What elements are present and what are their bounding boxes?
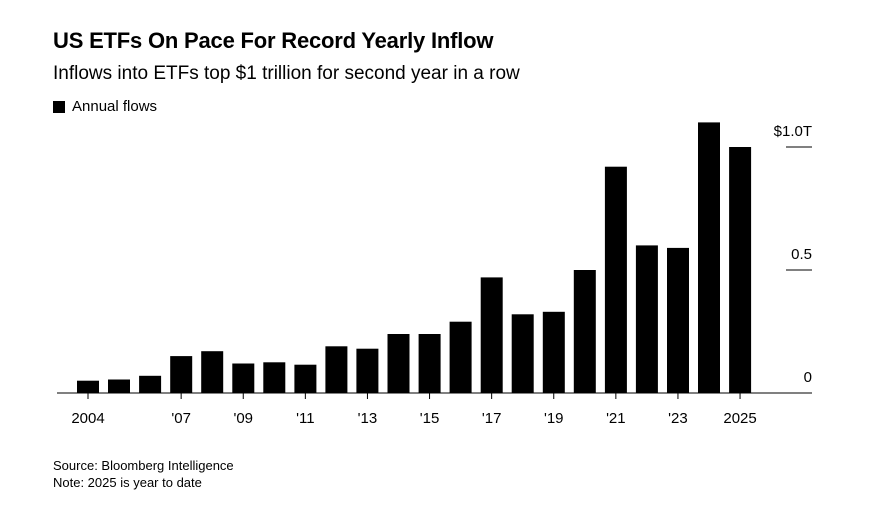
bar-2017 <box>480 277 503 393</box>
y-tick-label-0: 0 <box>804 369 812 386</box>
chart-title: US ETFs On Pace For Record Yearly Inflow <box>53 28 494 53</box>
bar-2009 <box>232 363 255 393</box>
bar-2022 <box>635 245 658 393</box>
bar-2010 <box>263 362 286 394</box>
bar-2008 <box>201 351 224 393</box>
x-tick-label-2025: 2025 <box>723 410 756 427</box>
legend-label: Annual flows <box>72 98 158 115</box>
x-tick-label-2004: 2004 <box>71 410 104 427</box>
x-tick-label-2007: '07 <box>171 410 191 427</box>
source-note: Source: Bloomberg Intelligence <box>53 458 234 473</box>
x-tick-label-2013: '13 <box>358 410 378 427</box>
bar-2012 <box>325 346 348 393</box>
bar-2007 <box>170 356 193 393</box>
x-tick-label-2009: '09 <box>233 410 253 427</box>
x-tick-label-2021: '21 <box>606 410 626 427</box>
bar-2011 <box>294 364 317 393</box>
bar-2020 <box>573 270 596 393</box>
legend-swatch <box>53 100 65 113</box>
chart-legend: Annual flows <box>53 98 157 115</box>
bar-2014 <box>387 334 410 393</box>
x-tick-label-2017: '17 <box>482 410 502 427</box>
bar-2006 <box>139 375 162 393</box>
bar-2016 <box>449 321 472 393</box>
y-tick-label-0.5: 0.5 <box>791 246 812 263</box>
bar-2024 <box>698 122 720 394</box>
bar-2018 <box>511 314 534 393</box>
y-tick-label-$1.0T: $1.0T <box>774 123 812 140</box>
chart-subtitle: Inflows into ETFs top $1 trillion for se… <box>53 63 520 84</box>
bar-2023 <box>667 247 689 393</box>
bar-2025 <box>729 147 752 393</box>
x-tick-label-2015: '15 <box>420 410 440 427</box>
bar-2004 <box>77 380 99 393</box>
x-tick-label-2019: '19 <box>544 410 564 427</box>
footnote: Note: 2025 is year to date <box>53 475 202 490</box>
x-tick-label-2023: '23 <box>668 410 688 427</box>
bar-2021 <box>604 166 627 393</box>
bar-2005 <box>108 379 130 393</box>
bar-2015 <box>418 334 441 393</box>
x-tick-label-2011: '11 <box>296 410 314 427</box>
bar-2013 <box>356 348 379 393</box>
bar-2019 <box>542 311 565 393</box>
